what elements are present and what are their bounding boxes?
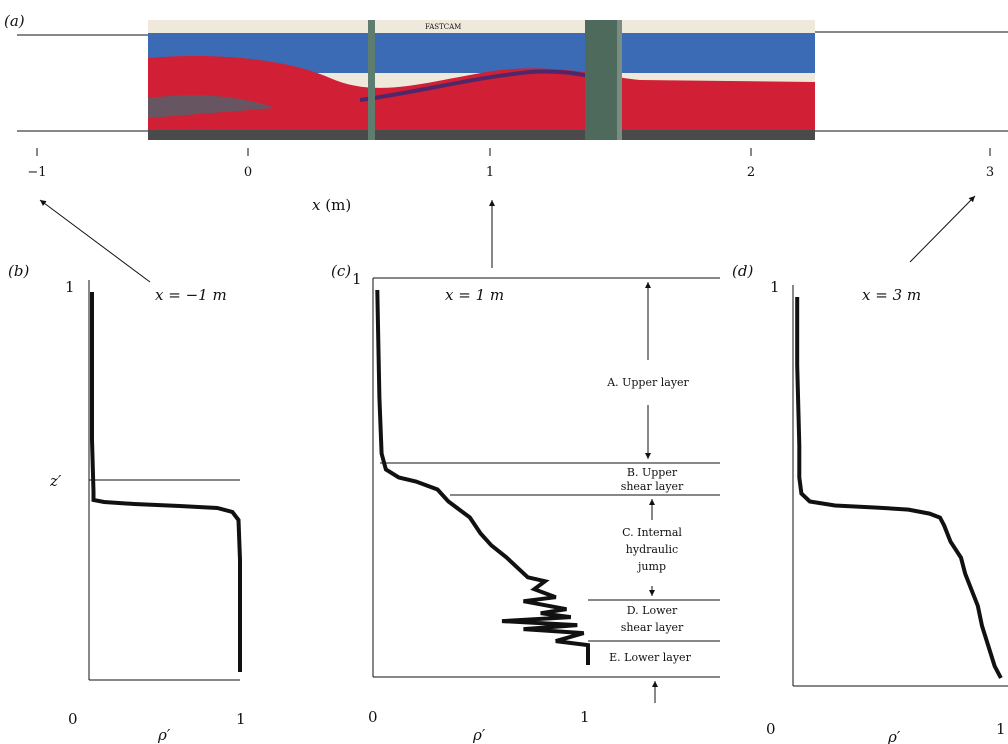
profile-c: (c) 1 x = 1 m A. Upper layer B. Upper sh… [331,262,720,744]
y-tick-top: 1 [352,270,362,288]
x-min-d: 0 [766,720,776,738]
panel-label-b: (b) [8,262,29,280]
xlabel-b: ρ′ [157,726,171,744]
profile-curve-c [375,289,590,665]
region-c-label-3: jump [636,560,666,573]
region-b-label-2: shear layer [621,480,684,493]
profile-title-c: x = 1 m [445,286,504,304]
camera-label: FASTCAM [425,23,461,31]
tank-frame-post [617,20,622,140]
panel-label-d: (d) [732,262,753,280]
dense-layer [148,56,815,130]
profile-d: (d) 1 x = 3 m 0 1 ρ′ [732,262,1008,744]
x-axis-label: x (m) [312,196,351,214]
tank-frame-post [585,20,617,140]
y-tick-top: 1 [770,278,780,296]
tank-photo: FASTCAM [148,20,815,140]
x-min-b: 0 [68,710,78,728]
x-tick: 1 [486,165,494,180]
x-min-c: 0 [368,708,378,726]
profile-curve-d [795,297,1003,679]
x-max-b: 1 [236,710,246,728]
region-c-label-1: C. Internal [622,526,682,539]
region-c-label-2: hydraulic [626,543,678,556]
region-b-label-1: B. Upper [627,466,678,479]
tank-frame-post [368,20,375,140]
panel-label-c: (c) [331,262,351,280]
x-max-d: 1 [996,720,1006,738]
y-tick-top: 1 [65,278,75,296]
profile-title-d: x = 3 m [862,286,921,304]
x-tick: 0 [244,165,252,180]
pointer-arrow-b [39,199,151,283]
x-tick: 3 [986,165,994,180]
region-e-label: E. Lower layer [609,651,691,664]
region-a-label: A. Upper layer [606,376,689,389]
profile-title-b: x = −1 m [155,286,227,304]
pointer-arrow-d [909,195,976,263]
y-label-b: z′ [49,472,62,490]
xlabel-c: ρ′ [472,726,486,744]
xlabel-d: ρ′ [887,728,901,744]
profile-b: (b) 1 x = −1 m z′ 0 1 ρ′ [8,262,246,744]
x-tick: 2 [747,165,755,180]
panel-label-a: (a) [4,12,25,30]
x-max-c: 1 [580,708,590,726]
region-d-label-2: shear layer [621,621,684,634]
x-tick: −1 [27,165,46,180]
profile-curve-b [90,292,242,672]
x-axis: −1 0 1 2 3 x (m) [27,148,994,214]
region-d-label-1: D. Lower [627,604,678,617]
